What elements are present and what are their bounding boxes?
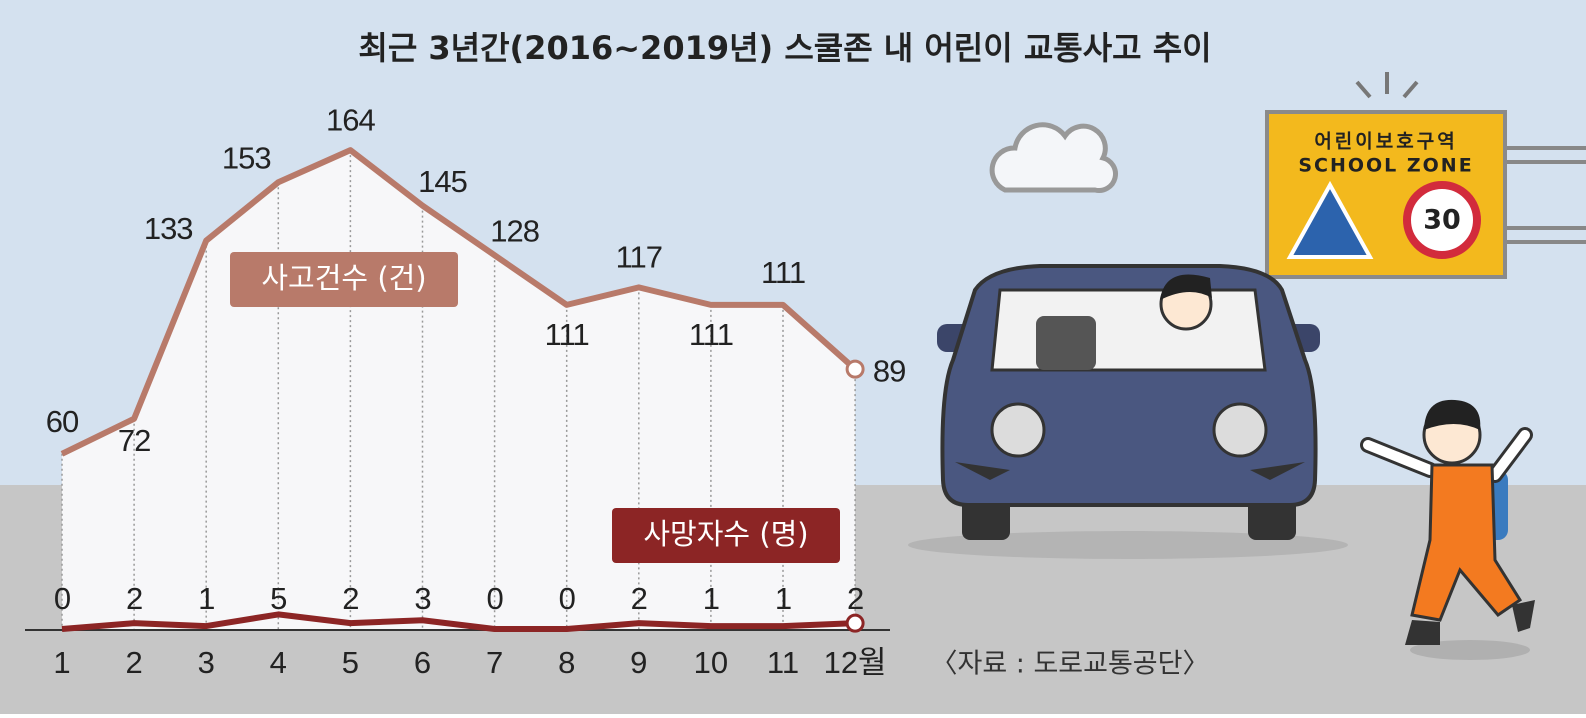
x-tick-label: 2 xyxy=(125,645,142,680)
legend-label: 사고건수 (건) xyxy=(261,261,426,295)
x-tick-label: 8 xyxy=(558,645,575,680)
x-tick-label: 5 xyxy=(342,645,359,680)
sign-speed: 30 xyxy=(1423,205,1461,236)
legend-box xyxy=(612,508,840,563)
x-tick-label: 12월 xyxy=(824,645,887,680)
data-label: 72 xyxy=(118,423,150,458)
data-label: 60 xyxy=(46,404,79,439)
cloud xyxy=(989,122,1118,193)
x-tick-label: 1 xyxy=(53,645,70,680)
data-label: 0 xyxy=(559,581,576,616)
data-label: 1 xyxy=(703,581,719,616)
x-tick-label: 10 xyxy=(694,645,728,680)
series-line xyxy=(61,611,856,632)
sign-english: SCHOOL ZONE xyxy=(1298,155,1473,177)
end-marker xyxy=(845,359,865,379)
data-label: 133 xyxy=(144,211,193,246)
x-tick-label: 7 xyxy=(486,645,503,680)
data-label: 1 xyxy=(775,581,791,616)
data-label: 145 xyxy=(418,164,467,199)
data-label: 164 xyxy=(326,102,375,137)
end-marker xyxy=(845,613,865,633)
x-tick-label: 9 xyxy=(630,645,647,680)
data-label: 0 xyxy=(486,581,503,616)
data-label: 111 xyxy=(545,317,589,352)
data-label: 153 xyxy=(222,140,271,175)
data-label: 2 xyxy=(847,581,863,616)
data-label: 2 xyxy=(342,581,358,616)
car xyxy=(908,264,1348,559)
data-label: 5 xyxy=(270,581,286,616)
data-label: 111 xyxy=(689,317,733,352)
data-label: 0 xyxy=(54,581,71,616)
x-tick-label: 6 xyxy=(414,645,431,680)
legend-label: 사망자수 (명) xyxy=(643,517,808,551)
data-label: 89 xyxy=(873,353,905,388)
x-tick-label: 11 xyxy=(767,645,799,680)
data-label: 117 xyxy=(616,240,662,275)
legend-box xyxy=(230,252,458,307)
chart-title: 최근 3년간(2016~2019년) 스쿨존 내 어린이 교통사고 추이 xyxy=(358,29,1211,67)
x-tick-label: 3 xyxy=(198,645,215,680)
plot: 1 2 3 4 5 6 7 8 9 10 11 12월607213315316414512811111… xyxy=(25,102,906,680)
data-label: 1 xyxy=(198,581,214,616)
school-zone-sign: 어린이보호구역 SCHOOL ZONE 30 xyxy=(1265,72,1586,279)
x-tick-label: 4 xyxy=(270,645,287,680)
data-label: 111 xyxy=(761,255,805,290)
data-label: 2 xyxy=(126,581,142,616)
data-label: 3 xyxy=(414,581,430,616)
source: 〈자료 : 도로교통공단〉 xyxy=(931,649,1210,680)
child xyxy=(1360,399,1535,660)
series-line xyxy=(60,147,858,457)
data-label: 2 xyxy=(631,581,647,616)
sign-korean: 어린이보호구역 xyxy=(1314,131,1457,153)
data-label: 128 xyxy=(490,213,539,248)
